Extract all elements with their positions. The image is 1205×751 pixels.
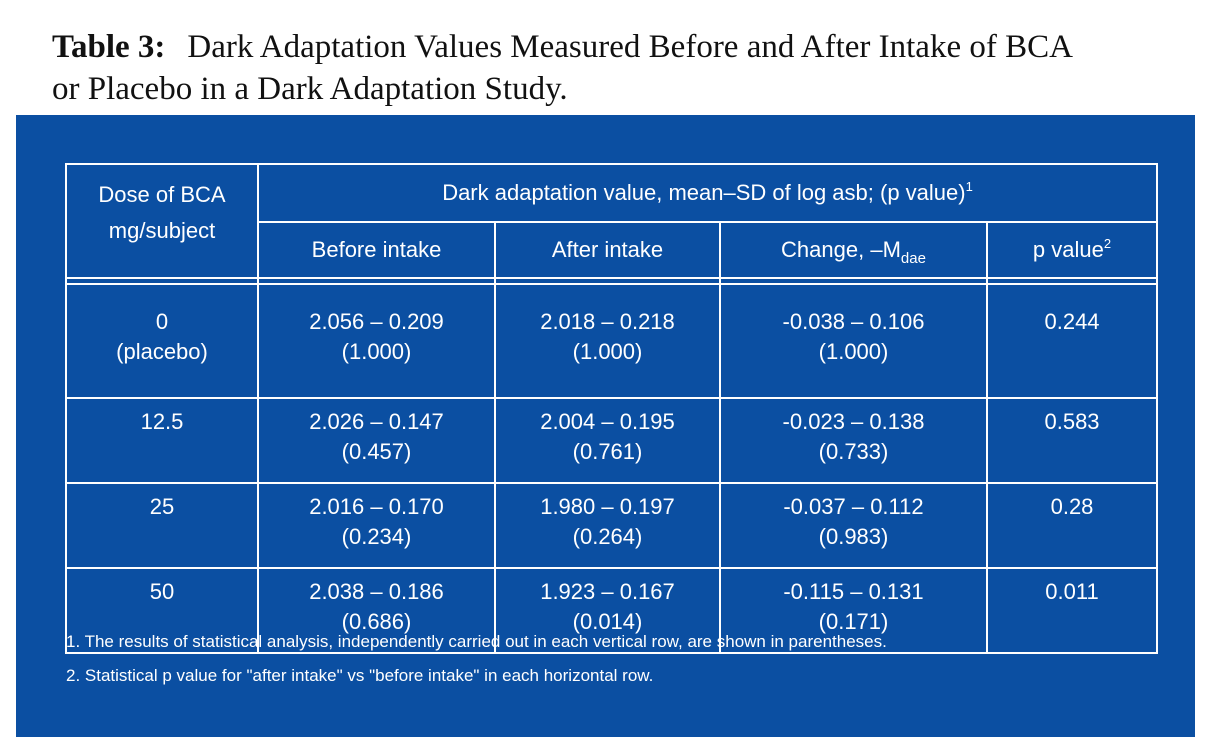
group-header-footnote-ref: 1 — [965, 179, 973, 194]
dose-cell: 50 — [65, 567, 259, 654]
after-value: 1.923 – 0.167 — [540, 579, 675, 604]
dose-value: 12.5 — [140, 409, 184, 434]
after-value: 2.018 – 0.218 — [540, 309, 675, 334]
table-row: 0 (placebo) 2.056 – 0.209 (1.000) 2.018 … — [65, 283, 1159, 399]
before-cell: 2.056 – 0.209 (1.000) — [257, 283, 496, 399]
change-header-text: Change, –M — [781, 237, 901, 262]
before-value: 2.056 – 0.209 — [309, 309, 444, 334]
after-value: 1.980 – 0.197 — [540, 494, 675, 519]
footnote-1: 1. The results of statistical analysis, … — [66, 632, 887, 651]
change-cell: -0.037 – 0.112 (0.983) — [719, 482, 988, 569]
pvalue-cell: 0.011 — [985, 567, 1159, 654]
before-column-header: Before intake — [257, 221, 496, 279]
dark-adaptation-table: Dose of BCA mg/subject Dark adaptation v… — [65, 163, 1159, 654]
before-p: (0.457) — [341, 439, 412, 464]
table-row: 50 2.038 – 0.186 (0.686) 1.923 – 0.167 (… — [65, 567, 1159, 654]
dose-header-line2: mg/subject — [108, 218, 216, 243]
before-value: 2.016 – 0.170 — [309, 494, 444, 519]
change-value: -0.037 – 0.112 — [783, 494, 924, 519]
after-p: (0.761) — [572, 439, 643, 464]
pvalue-column-header: p value2 — [985, 221, 1159, 279]
footnotes: 1. The results of statistical analysis, … — [66, 625, 887, 693]
header-separator — [65, 277, 1159, 285]
before-cell: 2.026 – 0.147 (0.457) — [257, 397, 496, 484]
before-value: 2.026 – 0.147 — [309, 409, 444, 434]
change-cell: -0.038 – 0.106 (1.000) — [719, 283, 988, 399]
change-value: -0.038 – 0.106 — [782, 309, 925, 334]
change-cell: -0.115 – 0.131 (0.171) — [719, 567, 988, 654]
dose-value: 0 — [155, 309, 169, 334]
footnote-2: 2. Statistical p value for "after intake… — [66, 666, 654, 685]
after-p: (0.264) — [572, 524, 643, 549]
dose-cell: 25 — [65, 482, 259, 569]
change-header-subscript: dae — [900, 250, 926, 267]
dose-note: (placebo) — [116, 339, 208, 364]
after-cell: 2.018 – 0.218 (1.000) — [494, 283, 721, 399]
group-column-header: Dark adaptation value, mean–SD of log as… — [256, 163, 1159, 223]
table-panel: Dose of BCA mg/subject Dark adaptation v… — [16, 115, 1195, 737]
after-cell: 1.980 – 0.197 (0.264) — [494, 482, 721, 569]
change-value: -0.115 – 0.131 — [783, 579, 924, 604]
change-p: (0.733) — [818, 439, 889, 464]
dose-column-header: Dose of BCA mg/subject — [65, 163, 259, 279]
change-value: -0.023 – 0.138 — [782, 409, 925, 434]
before-p: (0.686) — [341, 609, 412, 634]
after-cell: 1.923 – 0.167 (0.014) — [494, 567, 721, 654]
dose-value: 50 — [149, 579, 175, 604]
change-p: (0.983) — [818, 524, 889, 549]
before-cell: 2.016 – 0.170 (0.234) — [257, 482, 496, 569]
caption-text-line2: or Placebo in a Dark Adaptation Study. — [52, 71, 568, 107]
before-cell: 2.038 – 0.186 (0.686) — [257, 567, 496, 654]
dose-cell: 12.5 — [65, 397, 259, 484]
after-p: (0.014) — [572, 609, 643, 634]
table-row: 12.5 2.026 – 0.147 (0.457) 2.004 – 0.195… — [65, 397, 1159, 484]
after-value: 2.004 – 0.195 — [540, 409, 675, 434]
pvalue-header-footnote-ref: 2 — [1103, 236, 1112, 251]
caption-text-line1: Dark Adaptation Values Measured Before a… — [187, 29, 1073, 65]
table-row: 25 2.016 – 0.170 (0.234) 1.980 – 0.197 (… — [65, 482, 1159, 569]
dose-cell: 0 (placebo) — [65, 283, 259, 399]
after-p: (1.000) — [572, 339, 643, 364]
pvalue-header-text: p value — [1032, 237, 1104, 262]
change-column-header: Change, –Mdae — [719, 221, 988, 279]
pvalue-cell: 0.244 — [985, 283, 1159, 399]
pvalue-cell: 0.28 — [985, 482, 1159, 569]
after-cell: 2.004 – 0.195 (0.761) — [494, 397, 721, 484]
pvalue-cell: 0.583 — [985, 397, 1159, 484]
before-value: 2.038 – 0.186 — [309, 579, 444, 604]
group-header-text: Dark adaptation value, mean–SD of log as… — [442, 180, 966, 205]
change-p: (0.171) — [818, 609, 889, 634]
caption-label: Table 3: — [52, 29, 166, 65]
change-cell: -0.023 – 0.138 (0.733) — [719, 397, 988, 484]
table-caption: Table 3: Dark Adaptation Values Measured … — [52, 26, 1172, 110]
before-p: (1.000) — [341, 339, 412, 364]
dose-value: 25 — [149, 494, 175, 519]
change-p: (1.000) — [818, 339, 889, 364]
after-column-header: After intake — [494, 221, 721, 279]
before-p: (0.234) — [341, 524, 412, 549]
dose-header-line1: Dose of BCA — [98, 182, 226, 207]
